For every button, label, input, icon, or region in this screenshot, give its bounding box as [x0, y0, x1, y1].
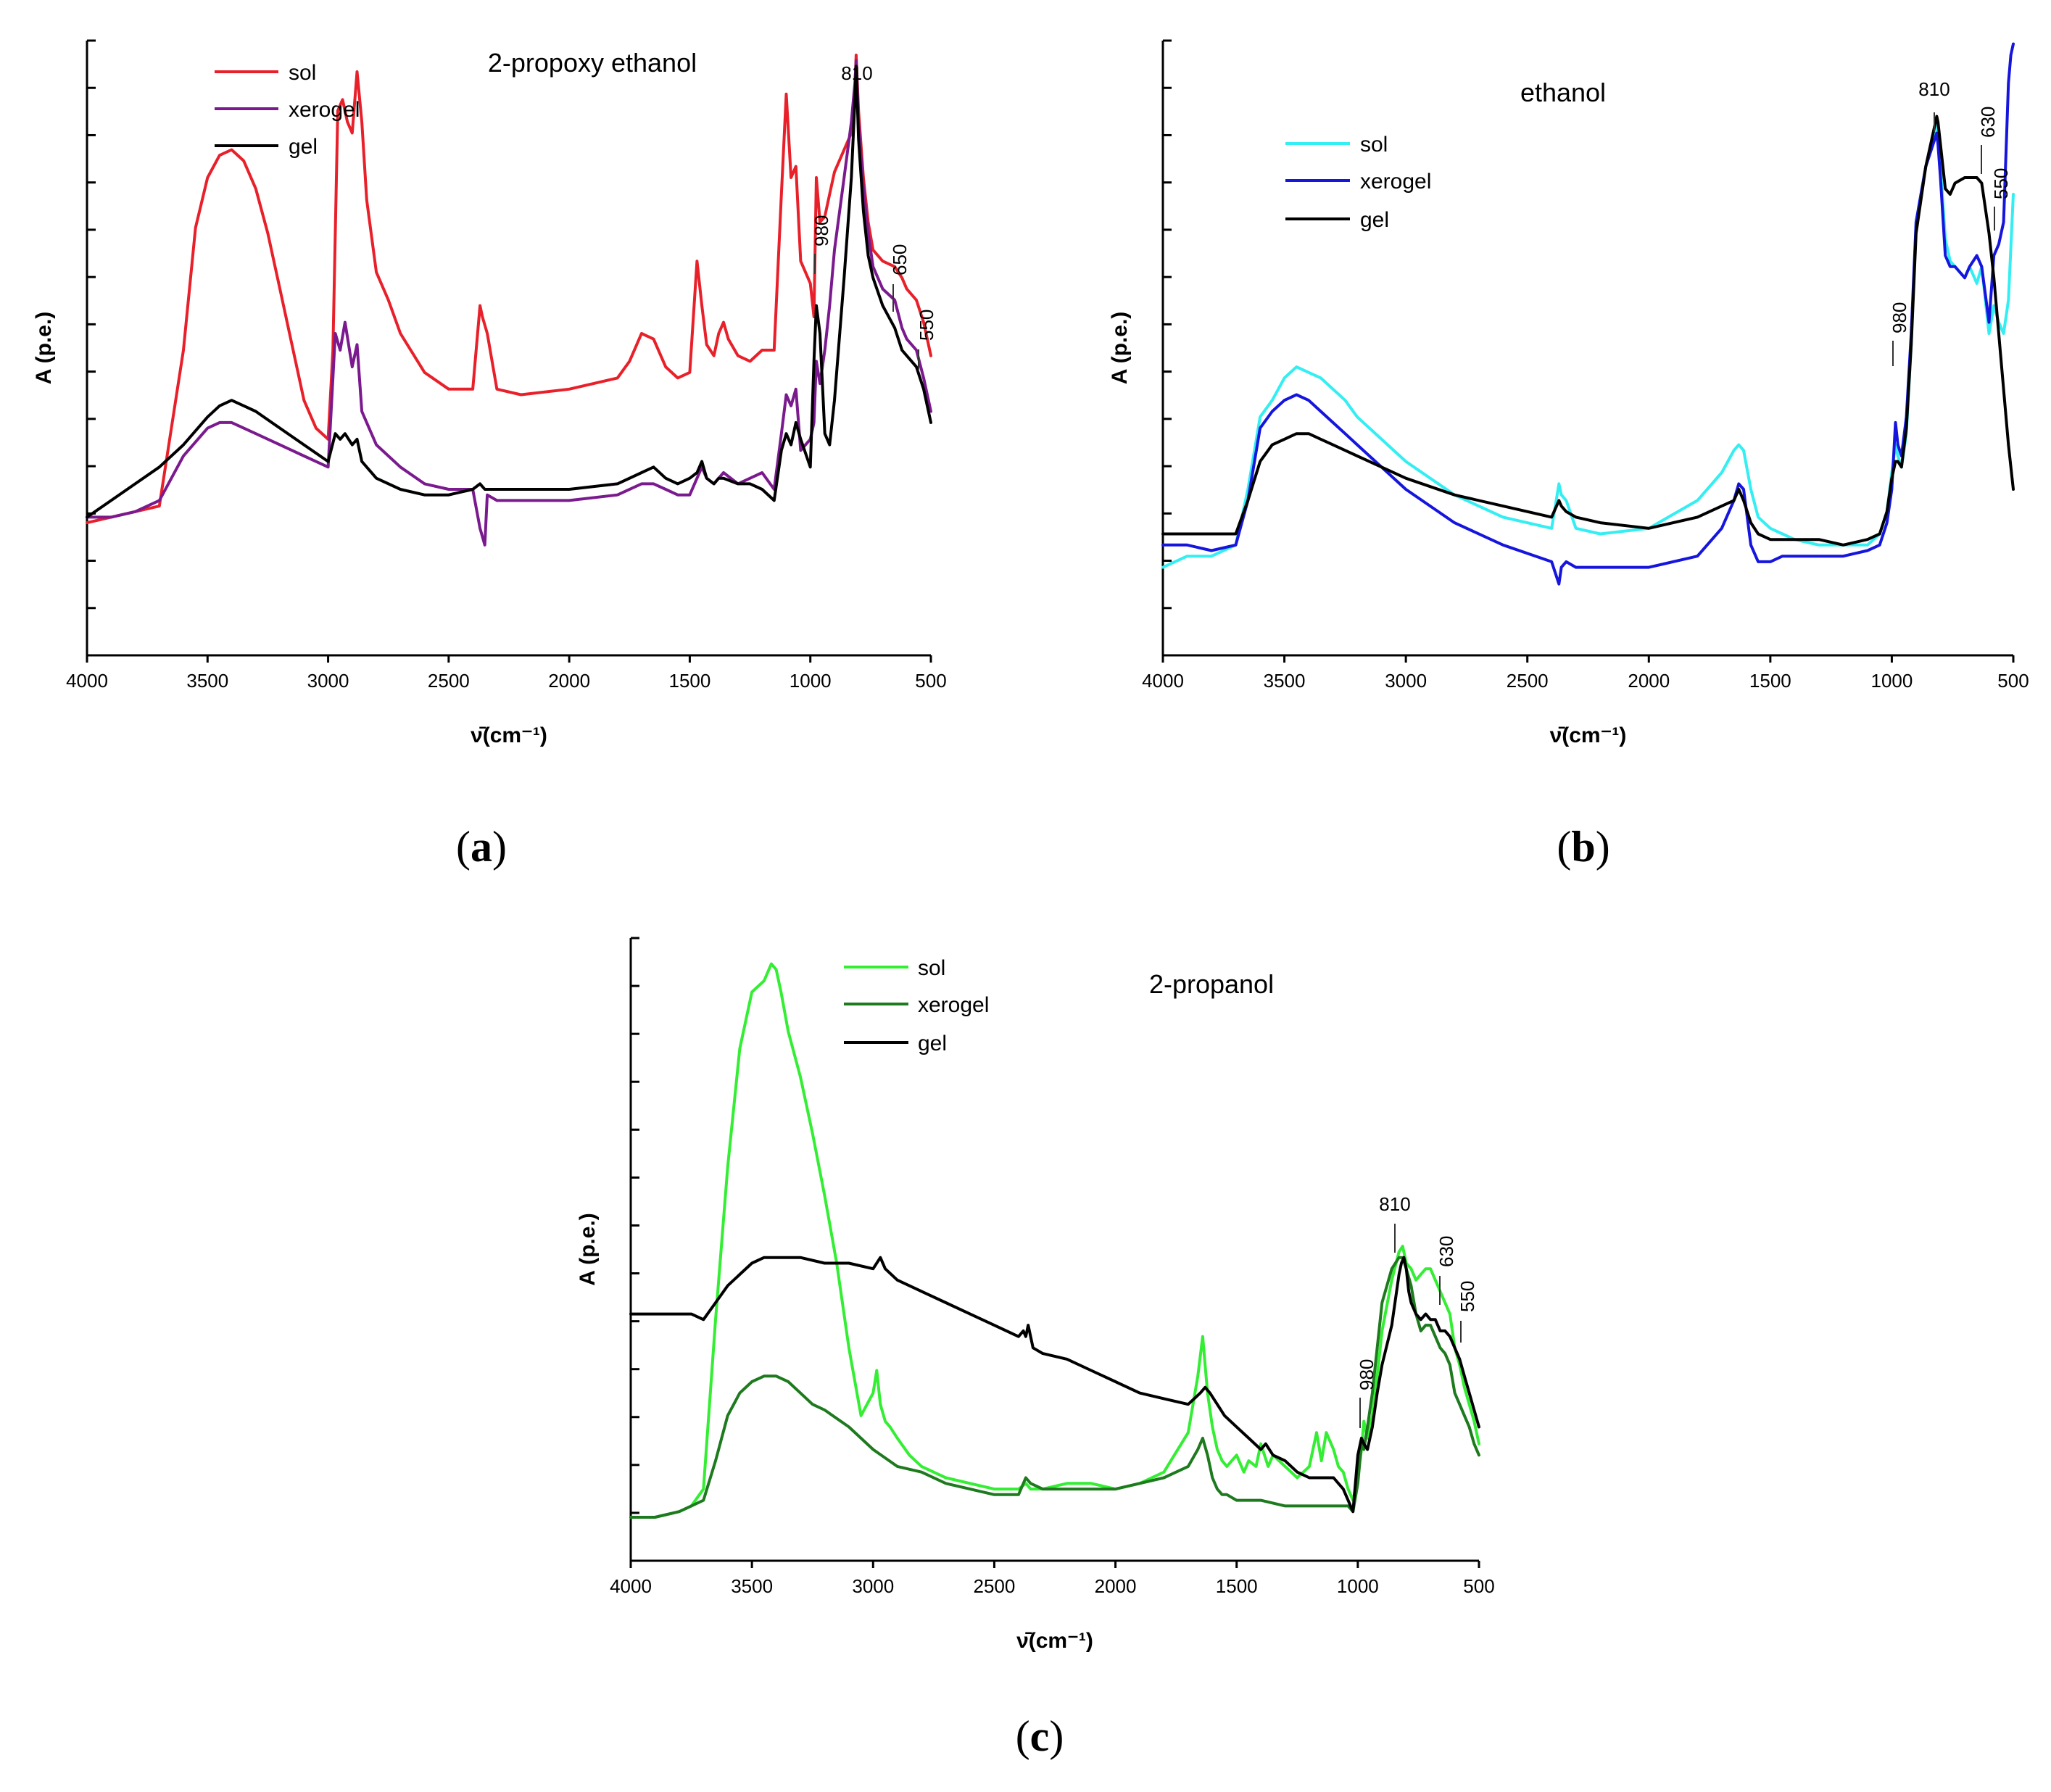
annotation-label: 550 — [1990, 168, 2012, 199]
x-tick-label: 2000 — [1628, 670, 1670, 692]
x-axis-title: ν̄(cm⁻¹) — [1550, 723, 1627, 747]
chart-title: ethanol — [1520, 78, 1606, 107]
annotation-label: 630 — [1977, 107, 1999, 138]
x-tick-label: 2500 — [1507, 670, 1549, 692]
x-tick-label: 500 — [915, 670, 946, 692]
annotation-label: 550 — [916, 310, 937, 341]
legend-label-xerogel: xerogel — [1360, 170, 1431, 194]
series-line-sol — [629, 962, 1480, 1519]
annotation-label: 810 — [841, 62, 872, 84]
annotation-label: 650 — [889, 244, 911, 275]
legend-label-xerogel: xerogel — [289, 98, 360, 122]
x-tick-label: 3500 — [186, 670, 228, 692]
x-tick-label: 1500 — [1749, 670, 1791, 692]
legend-label-sol: sol — [289, 61, 316, 85]
panel-label-letter: b — [1571, 823, 1595, 871]
chart-panel-c: 4000 3500 3000 2500 2000 1500 1000 500 ν̄(cm⁻¹) A… — [576, 937, 1495, 1760]
x-tick-label: 1500 — [669, 670, 711, 692]
x-tick-label: 3500 — [1264, 670, 1306, 692]
chart-legend: sol xerogel gel — [1285, 133, 1431, 232]
annotation-label: 810 — [1918, 78, 1950, 100]
annotation-label: 550 — [1457, 1281, 1478, 1312]
annotation-label: 630 — [1435, 1236, 1457, 1267]
y-axis-title: A (p.e.) — [1108, 312, 1132, 385]
series-line-xerogel — [1161, 42, 2015, 586]
peak-annotations: 810 630 550 980 — [1356, 1193, 1478, 1428]
x-tick-label: 500 — [1997, 670, 2029, 692]
x-tick-label: 1000 — [1871, 670, 1913, 692]
legend-label-sol: sol — [918, 956, 945, 980]
x-tick-label: 1000 — [1337, 1575, 1379, 1597]
annotation-label: 980 — [1889, 302, 1910, 333]
peak-annotations: 810 630 550 980 — [1889, 78, 2012, 366]
panel-label-letter: a — [471, 823, 492, 871]
x-tick-label: 3000 — [852, 1575, 894, 1597]
x-axis-title: ν̄(cm⁻¹) — [471, 723, 547, 747]
series-line-sol — [1161, 120, 2015, 569]
legend-label-gel: gel — [289, 135, 318, 159]
x-tick-label: 2000 — [548, 670, 590, 692]
x-tick-label: 4000 — [610, 1575, 652, 1597]
y-axis-title: A (p.e.) — [576, 1213, 600, 1286]
x-tick-label: 1000 — [790, 670, 832, 692]
x-axis-title: ν̄(cm⁻¹) — [1016, 1629, 1093, 1653]
x-tick-label: 2500 — [428, 670, 470, 692]
legend-label-sol: sol — [1360, 133, 1388, 157]
chart-panel-a: 4000 3500 3000 2500 2000 1500 1000 500 ν̄(cm⁻¹) A… — [32, 39, 947, 871]
x-tick-label: 3000 — [307, 670, 349, 692]
legend-label-gel: gel — [1360, 208, 1389, 232]
annotation-label: 980 — [811, 215, 832, 246]
x-tick-label: 1500 — [1216, 1575, 1258, 1597]
x-tick-label: 3000 — [1385, 670, 1427, 692]
x-tick-label: 4000 — [1142, 670, 1184, 692]
chart-title: 2-propanol — [1149, 969, 1274, 999]
x-tick-label: 4000 — [66, 670, 108, 692]
y-axis-title: A (p.e.) — [32, 312, 56, 385]
panel-label: (b) — [1557, 823, 1609, 871]
series-line-gel — [86, 65, 932, 519]
x-tick-label: 2000 — [1095, 1575, 1137, 1597]
legend-label-xerogel: xerogel — [918, 993, 989, 1017]
annotation-label: 810 — [1379, 1193, 1410, 1215]
chart-legend: sol xerogel gel — [215, 61, 360, 159]
panel-label: (c) — [1016, 1712, 1064, 1760]
series-line-gel — [1161, 115, 2015, 547]
panel-label: (a) — [456, 823, 507, 871]
chart-panel-b: 4000 3500 3000 2500 2000 1500 1000 500 ν̄(cm⁻¹) A… — [1108, 39, 2029, 871]
series-line-xerogel — [86, 59, 932, 547]
chart-title: 2-propoxy ethanol — [488, 48, 697, 78]
x-tick-label: 500 — [1463, 1575, 1494, 1597]
panel-label-letter: c — [1030, 1712, 1050, 1760]
series-line-gel — [629, 1256, 1480, 1514]
x-tick-label: 2500 — [974, 1575, 1016, 1597]
chart-legend: sol xerogel gel — [844, 956, 989, 1055]
annotation-label: 980 — [1356, 1359, 1377, 1390]
x-tick-label: 3500 — [731, 1575, 773, 1597]
legend-label-gel: gel — [918, 1032, 947, 1055]
series-line-xerogel — [629, 1256, 1480, 1519]
peak-annotations: 810 980 650 550 — [811, 62, 937, 371]
